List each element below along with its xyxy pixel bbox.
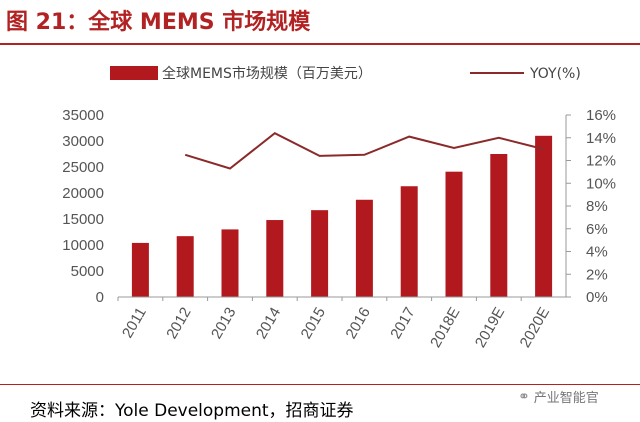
legend-bar-swatch: [110, 66, 158, 80]
bar-2020E: [535, 135, 553, 297]
y-right-tick-0%: 0%: [586, 289, 608, 306]
y-right-tick-10%: 10%: [586, 175, 616, 192]
bar-series: [131, 135, 553, 297]
x-tick-2014: 2014: [253, 305, 284, 342]
bar-2012: [176, 236, 194, 297]
y-left-tick-35000: 35000: [62, 107, 104, 124]
x-tick-2020E: 2020E: [517, 305, 553, 351]
watermark: ⚭ 产业智能官: [518, 387, 599, 407]
bar-2011: [131, 242, 149, 297]
y-left-tick-15000: 15000: [62, 211, 104, 228]
y-right-tick-16%: 16%: [586, 107, 616, 124]
y-left-tick-5000: 5000: [71, 263, 104, 280]
legend: 全球MEMS市场规模（百万美元） YOY(%): [110, 65, 581, 82]
y-left-tick-30000: 30000: [62, 133, 104, 150]
watermark-text: 产业智能官: [533, 391, 599, 406]
y-right-tick-4%: 4%: [586, 244, 608, 261]
source-note: 资料来源：Yole Development，招商证券: [30, 401, 354, 421]
y-right-tick-2%: 2%: [586, 266, 608, 283]
yoy-line: [184, 132, 544, 170]
bar-2019E: [490, 154, 508, 297]
bar-2017: [400, 186, 418, 297]
y-left-tick-0: 0: [96, 289, 104, 306]
y-right-tick-12%: 12%: [586, 153, 616, 170]
bar-2013: [221, 229, 239, 297]
source-rule: [0, 384, 640, 385]
axes: 0 5000 10000 15000 20000 25000 30000 35000 0% 2% 4…: [62, 107, 616, 351]
x-tick-2015: 2015: [298, 305, 329, 342]
yoy-line-series: [184, 132, 544, 170]
bar-2014: [266, 220, 284, 297]
x-tick-2017: 2017: [387, 305, 418, 342]
x-tick-2018E: 2018E: [427, 305, 463, 351]
y-left-tick-10000: 10000: [62, 237, 104, 254]
x-tick-2013: 2013: [208, 305, 239, 342]
legend-bar-label: 全球MEMS市场规模（百万美元）: [162, 65, 372, 82]
y-right-tick-14%: 14%: [586, 130, 616, 147]
y-right-tick-6%: 6%: [586, 221, 608, 238]
legend-line-label: YOY(%): [529, 66, 581, 82]
x-tick-2019E: 2019E: [472, 305, 508, 351]
x-tick-2011: 2011: [119, 305, 150, 341]
bar-2018E: [445, 171, 463, 297]
x-tick-2012: 2012: [163, 305, 194, 342]
y-left-tick-20000: 20000: [62, 185, 104, 202]
y-right-tick-8%: 8%: [586, 198, 608, 215]
x-tick-2016: 2016: [342, 305, 373, 342]
figure-title: 图 21：全球 MEMS 市场规模: [6, 10, 311, 35]
wechat-icon: ⚭: [518, 388, 530, 405]
title-rule: [0, 43, 640, 45]
bar-2016: [355, 199, 373, 297]
mems-market-chart: 全球MEMS市场规模（百万美元） YOY(%) 0 5000 10000 15000 2…: [62, 65, 616, 351]
bar-2015: [311, 210, 329, 297]
y-left-tick-25000: 25000: [62, 159, 104, 176]
